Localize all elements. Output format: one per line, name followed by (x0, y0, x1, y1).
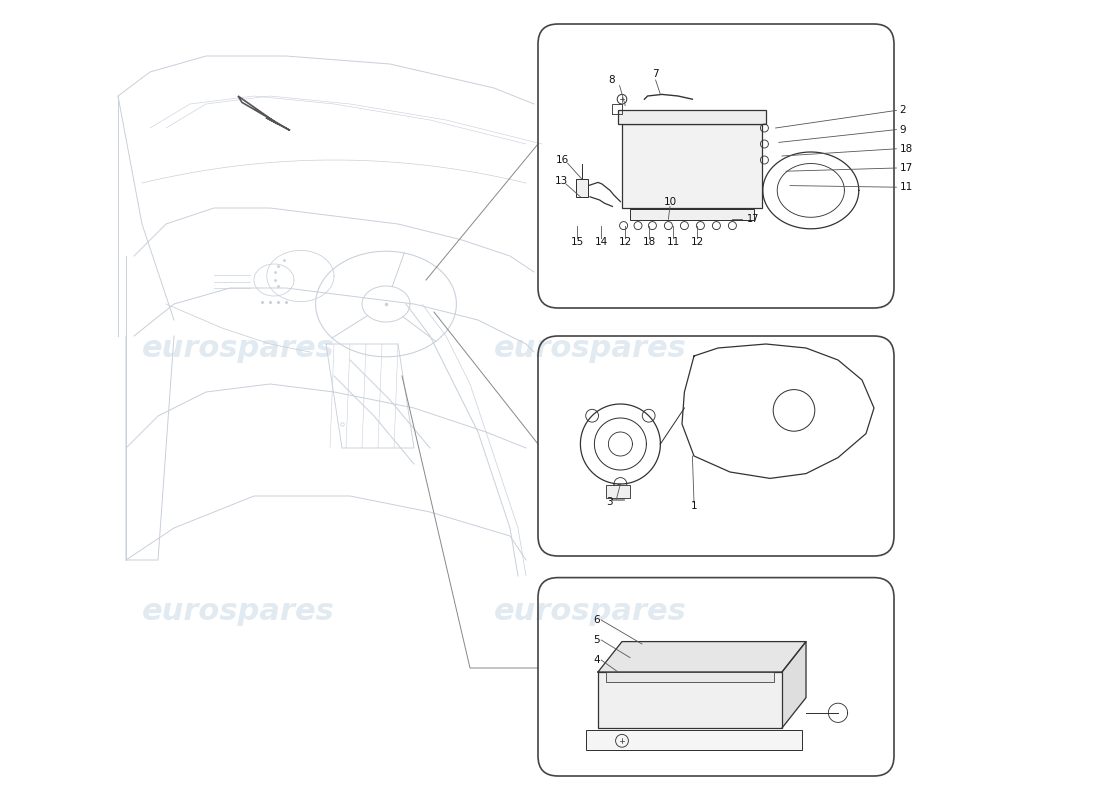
Text: 7: 7 (652, 70, 659, 79)
Bar (606, 485, 630, 498)
Polygon shape (238, 96, 290, 130)
Text: eurospares: eurospares (494, 334, 686, 362)
Text: 11: 11 (667, 237, 680, 246)
Text: 2: 2 (900, 106, 906, 115)
Bar (621, 124, 762, 208)
Bar (586, 730, 802, 750)
Bar (598, 672, 782, 728)
Text: 14: 14 (595, 237, 608, 246)
Polygon shape (782, 642, 806, 728)
Bar (618, 110, 766, 124)
Text: eurospares: eurospares (494, 598, 686, 626)
Text: 9: 9 (900, 125, 906, 134)
Text: eurospares: eurospares (142, 598, 334, 626)
Text: 4: 4 (593, 655, 600, 665)
Text: 13: 13 (554, 176, 568, 186)
Text: 6: 6 (593, 615, 600, 625)
Text: 16: 16 (557, 155, 570, 165)
Text: eurospares: eurospares (142, 334, 334, 362)
Bar (606, 672, 774, 682)
Text: 8: 8 (608, 75, 615, 85)
Text: 12: 12 (691, 237, 704, 246)
Text: 17: 17 (747, 214, 759, 224)
Text: 10: 10 (663, 197, 676, 206)
Text: 3: 3 (606, 498, 613, 507)
Bar (630, 209, 754, 220)
Polygon shape (598, 642, 806, 672)
Text: 15: 15 (571, 237, 584, 246)
Text: 5: 5 (593, 635, 600, 645)
Text: 18: 18 (642, 237, 656, 246)
Text: 17: 17 (900, 163, 913, 173)
Text: 11: 11 (900, 182, 913, 192)
Bar (575, 179, 589, 197)
Text: 18: 18 (900, 144, 913, 154)
Text: 12: 12 (618, 237, 631, 246)
Text: 1: 1 (691, 501, 697, 510)
